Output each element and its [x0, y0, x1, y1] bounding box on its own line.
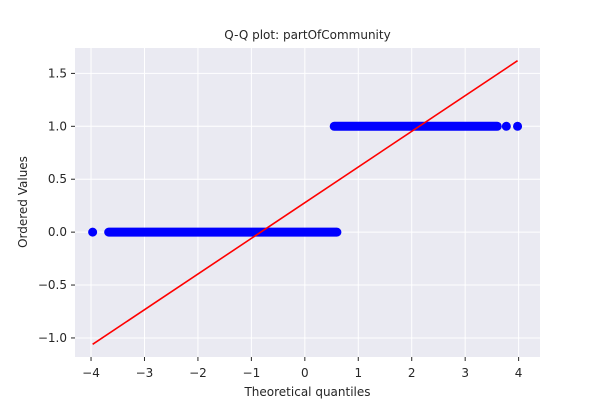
y-tick-label: −0.5 [38, 278, 67, 292]
x-tick-label: −1 [243, 366, 261, 380]
plot-area [75, 48, 540, 357]
fit-line [92, 60, 518, 345]
y-tick-label: 1.0 [48, 119, 67, 133]
x-tick-label: 4 [515, 366, 523, 380]
y-tick-label: 1.5 [48, 66, 67, 80]
x-tick-label: −2 [189, 366, 207, 380]
tick-labels: −4 −3 −2 −1 0 1 2 3 4 −1.0 −0.5 0.0 0.5 1.0 1.5 [38, 66, 523, 380]
x-axis-title: Theoretical quantiles [243, 385, 370, 399]
x-tick-label: 1 [354, 366, 362, 380]
fit-line-layer [92, 60, 518, 345]
y-axis-title: Ordered Values [16, 156, 30, 248]
data-points [88, 121, 523, 237]
qq-points-band [104, 227, 342, 237]
x-tick-label: 2 [408, 366, 416, 380]
qq-points-band [329, 121, 502, 131]
y-tick-label: 0.5 [48, 172, 67, 186]
x-tick-label: 0 [301, 366, 309, 380]
x-tick-label: 3 [461, 366, 469, 380]
chart-title: Q-Q plot: partOfCommunity [224, 28, 390, 42]
x-tick-label: −3 [136, 366, 154, 380]
x-tick-label: −4 [82, 366, 100, 380]
y-tick-label: −1.0 [38, 331, 67, 345]
qq-point [88, 227, 98, 237]
qq-point [501, 121, 511, 131]
y-tick-label: 0.0 [48, 225, 67, 239]
qq-point [513, 121, 523, 131]
